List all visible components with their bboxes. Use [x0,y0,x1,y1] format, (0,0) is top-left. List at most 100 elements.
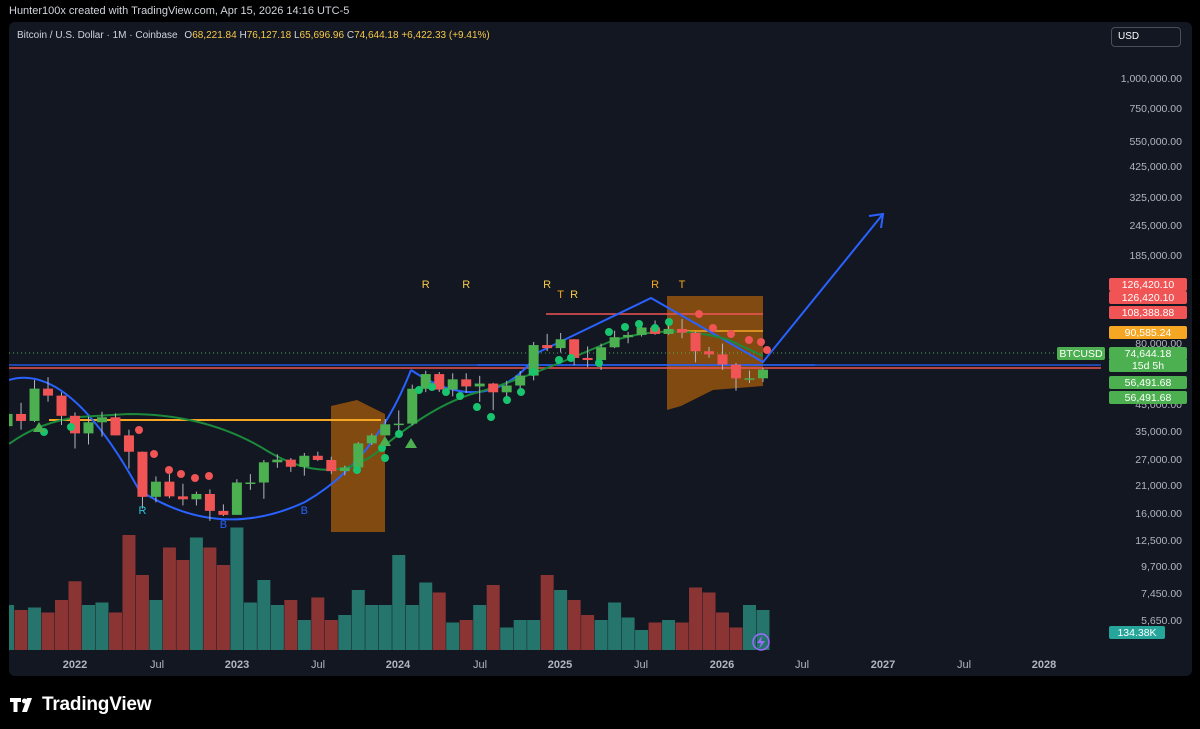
candle-body [326,459,337,472]
volume-bar [702,592,716,650]
volume-bar [162,547,176,650]
x-tick-label: Jul [150,659,164,671]
currency-button[interactable]: USD [1111,27,1181,47]
signal-dot-red [745,336,753,344]
volume-bar [648,622,662,650]
price-tag-text: 56,491.68 [1125,392,1172,404]
candle-body [312,455,323,460]
price-tag-text: 74,644.18 [1125,348,1172,360]
volume-bar [284,600,298,650]
volume-bar [540,575,554,650]
price-tag: 134.38K [1109,626,1165,639]
volume-bar [95,602,109,650]
x-tick-label: 2025 [548,659,572,671]
y-tick-label: 35,000.00 [1135,426,1182,438]
candle-body [488,383,499,393]
price-tag: 56,491.68 [1109,376,1187,389]
candle-body [731,364,742,379]
signal-dots [33,310,771,482]
volume-bar [230,527,244,650]
candle-body [43,388,54,396]
x-tick-label: 2027 [871,659,895,671]
candle-body [582,357,593,361]
low-value: 65,696.96 [299,30,345,41]
candle-body [366,435,377,444]
y-tick-label: 7,450.00 [1141,588,1182,600]
candle-body [16,413,27,421]
candle-body [434,374,445,390]
buy-triangle [33,422,45,432]
price-tag-bg [1109,306,1187,319]
volume-bar [473,605,487,650]
volume-bar [189,537,203,650]
volume-bar [621,617,635,650]
volume-bar [28,607,42,650]
volume-bar [689,587,703,650]
volume-bar [581,615,595,650]
candle-body [717,354,728,365]
signal-dot-green [353,466,361,474]
signal-dot-green [395,430,403,438]
x-tick-label: 2028 [1032,659,1056,671]
candle-body [110,417,121,436]
candle-body [474,383,485,387]
y-tick-label: 27,000.00 [1135,454,1182,466]
price-tag-bg [1109,278,1187,291]
price-tag-bg [1109,391,1187,404]
signal-dot-green [428,383,436,391]
candle-body [420,374,431,389]
price-tag-bg [1109,359,1187,372]
price-tag-text: BTCUSD [1059,348,1103,360]
signal-dot-green [456,392,464,400]
candle-body [528,345,539,376]
price-tag-text: 134.38K [1117,627,1156,639]
volume-bar [149,600,163,650]
volume-bar [662,620,676,650]
candle-body [137,451,148,497]
x-tick-label: 2023 [225,659,249,671]
signal-dot-green [555,356,563,364]
price-tag-bg [1109,326,1187,339]
y-tick-label: 425,000.00 [1129,161,1182,173]
price-tag: 56,491.68 [1109,391,1187,404]
high-value: 76,127.18 [246,30,292,41]
candle-body [9,413,13,427]
candle-body [29,388,40,421]
volume-bar [135,575,149,650]
signal-dot-green [487,413,495,421]
signal-dot-green [651,324,659,332]
volume-bar [9,605,15,650]
candle-body [636,327,647,335]
price-tag-text: 56,491.68 [1125,377,1172,389]
x-tick-label: Jul [795,659,809,671]
tradingview-logo-icon [10,698,32,712]
candle-body [515,375,526,386]
candle-body [299,455,310,467]
candle-body [407,388,418,424]
volume-bar [311,597,325,650]
volume-bar [68,581,82,650]
candle-body [596,347,607,361]
signal-dot-green [381,454,389,462]
volume-bar [729,627,743,650]
volume-bars [9,527,770,650]
y-tick-label: 1,000,000.00 [1121,73,1182,85]
indicator-lines [9,212,1101,521]
volume-bar [635,630,649,650]
signal-label: B [220,519,227,531]
candle-body [123,435,134,452]
candle-body [218,510,229,515]
volume-bar [108,612,122,650]
x-tick-label: Jul [957,659,971,671]
signal-dot-red [709,324,717,332]
candle-body [70,415,80,434]
volume-bar [392,555,406,650]
x-tick-label: Jul [634,659,648,671]
tradingview-logo[interactable]: TradingView [10,694,152,716]
signal-label: R [138,505,146,517]
candle-body [501,385,512,393]
signal-dot-green [605,328,613,336]
